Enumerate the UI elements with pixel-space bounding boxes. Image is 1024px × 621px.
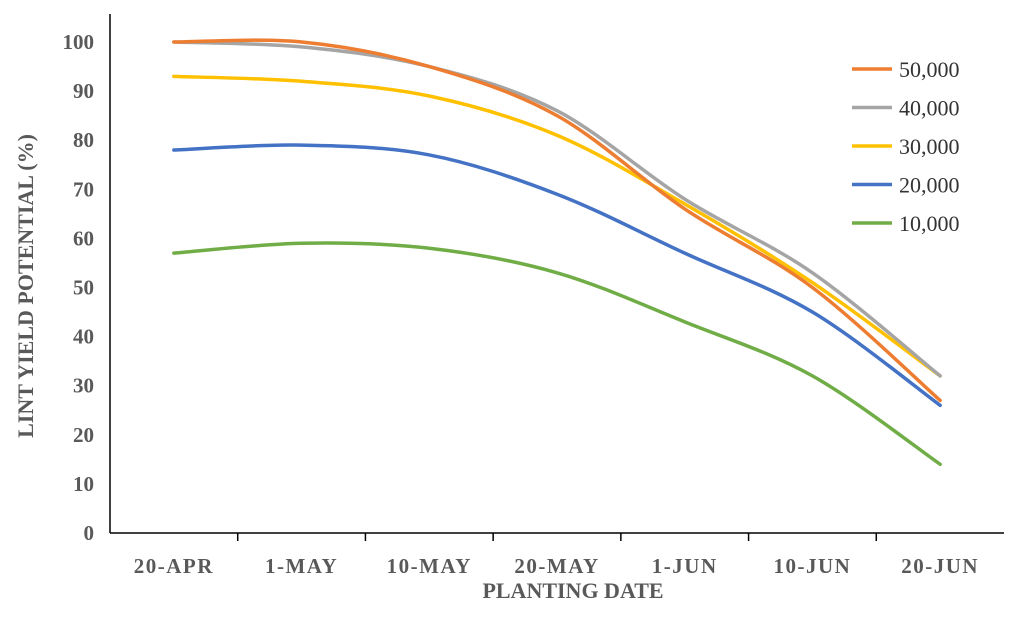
- y-tick-label: 50: [73, 276, 94, 300]
- y-axis-title: LINT YIELD POTENTIAL (%): [13, 134, 38, 438]
- y-axis: 0 10 20 30 40 50 60 70 80 90 100: [63, 14, 111, 545]
- y-tick-label: 10: [73, 472, 94, 496]
- y-tick-label: 90: [73, 79, 94, 103]
- x-tick-label: 1-JUN: [652, 554, 718, 578]
- y-tick-label: 0: [84, 521, 95, 545]
- legend-label: 40,000: [899, 96, 960, 121]
- legend-label: 20,000: [899, 173, 960, 198]
- y-tick-label: 60: [73, 226, 94, 250]
- y-tick-label: 40: [73, 325, 94, 349]
- y-tick-label: 80: [73, 128, 94, 152]
- legend: 50,000 40,000 30,000 20,000 10,000: [852, 57, 960, 236]
- series-line-3: [172, 74, 942, 378]
- x-axis-title: PLANTING DATE: [482, 578, 663, 603]
- x-tick-label: 20-JUN: [901, 554, 979, 578]
- x-tick-label: 10-JUN: [774, 554, 852, 578]
- x-tick-label: 1-MAY: [265, 554, 338, 578]
- x-tick-label: 20-MAY: [514, 554, 599, 578]
- x-tick-label: 20-APR: [134, 554, 214, 578]
- legend-label: 10,000: [899, 211, 960, 236]
- y-tick-label: 20: [73, 423, 94, 447]
- y-tick-label: 100: [63, 30, 95, 54]
- y-tick-label: 30: [73, 374, 94, 398]
- series-line-4: [172, 143, 942, 408]
- series-line-5: [172, 241, 942, 467]
- series-line-2: [172, 40, 942, 378]
- y-tick-label: 70: [73, 177, 94, 201]
- x-tick-label: 10-MAY: [387, 554, 472, 578]
- x-axis: 20-APR 1-MAY 10-MAY 20-MAY 1-JUN 10-JUN 20-JUN: [110, 532, 1004, 578]
- series-lines: [172, 38, 942, 467]
- series-line-1: [172, 38, 942, 403]
- legend-label: 50,000: [899, 57, 960, 82]
- legend-label: 30,000: [899, 134, 960, 159]
